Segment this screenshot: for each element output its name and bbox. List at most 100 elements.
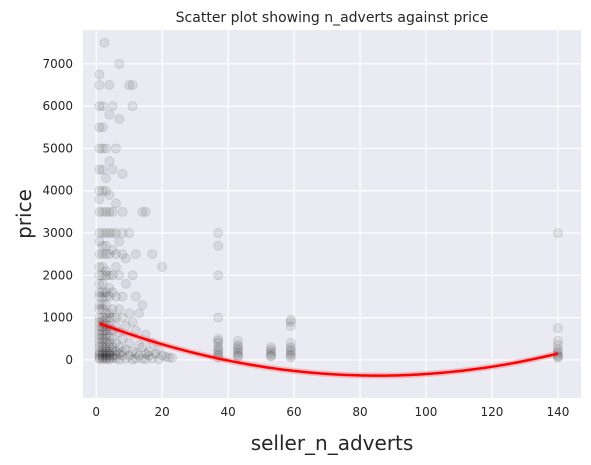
data-point [101, 266, 111, 277]
data-point [97, 329, 108, 340]
data-point [213, 338, 224, 348]
data-point [213, 346, 224, 357]
data-point [97, 206, 108, 217]
data-point [101, 329, 111, 340]
data-point [553, 352, 563, 363]
data-point [101, 173, 111, 183]
data-point [94, 270, 105, 281]
data-point [124, 338, 135, 348]
data-point [94, 291, 105, 302]
data-point [104, 308, 115, 319]
data-point [111, 353, 121, 364]
data-point [114, 113, 125, 124]
data-point [104, 228, 115, 238]
data-point [97, 300, 108, 310]
data-point [104, 350, 115, 361]
data-point [111, 338, 121, 348]
data-point [114, 348, 125, 359]
data-point [94, 185, 105, 196]
data-point [104, 206, 115, 217]
data-point [120, 353, 131, 364]
data-point [94, 101, 105, 112]
data-point [111, 249, 121, 260]
data-point [107, 312, 118, 323]
data-point [114, 58, 125, 69]
data-point [213, 240, 224, 251]
data-point [104, 291, 115, 302]
data-point [104, 80, 115, 90]
data-point [104, 312, 115, 323]
data-point [127, 270, 138, 281]
data-point [120, 344, 131, 355]
data-point [101, 342, 111, 353]
data-point [285, 348, 296, 359]
data-point [140, 348, 151, 359]
data-point [94, 228, 105, 238]
data-point [94, 354, 105, 364]
data-point [94, 236, 105, 247]
data-point [137, 300, 148, 310]
data-point [266, 342, 276, 353]
y-tick-label: 2000 [42, 268, 73, 282]
data-point [94, 69, 105, 80]
data-point [124, 308, 135, 319]
y-tick-label: 0 [65, 353, 73, 367]
data-point [94, 350, 105, 361]
data-point [233, 350, 243, 361]
data-point [285, 346, 296, 357]
data-point [233, 342, 243, 353]
data-point [127, 346, 138, 357]
data-point [120, 253, 131, 264]
data-point [107, 287, 118, 298]
data-point [107, 352, 118, 363]
scatter-points [94, 37, 563, 365]
data-point [94, 329, 105, 340]
data-point [104, 346, 115, 357]
y-tick-label: 1000 [42, 311, 73, 325]
data-point [94, 333, 105, 344]
x-tick-label: 100 [415, 405, 438, 419]
data-point [553, 335, 563, 346]
data-point [111, 291, 121, 302]
y-tick-label: 3000 [42, 226, 73, 240]
data-point [97, 164, 108, 175]
data-point [233, 344, 243, 355]
data-point [94, 278, 105, 289]
data-point [104, 338, 115, 348]
data-point [233, 346, 243, 357]
data-point [117, 291, 128, 302]
data-point [117, 168, 128, 179]
data-point [94, 287, 105, 298]
data-point [167, 352, 177, 363]
data-point [94, 348, 105, 359]
data-point [124, 80, 135, 90]
data-point [134, 350, 144, 361]
data-point [153, 344, 164, 355]
data-point [97, 342, 108, 353]
data-point [153, 354, 164, 364]
data-point [97, 287, 108, 298]
data-point [101, 350, 111, 361]
data-point [97, 240, 108, 251]
data-point [130, 348, 141, 359]
data-point [285, 342, 296, 353]
data-point [107, 342, 118, 353]
data-point [97, 338, 108, 348]
data-point [233, 340, 243, 351]
x-tick-label: 120 [481, 405, 504, 419]
data-point [101, 308, 111, 319]
data-point [130, 249, 141, 260]
fit-curve-group [98, 320, 559, 379]
data-point [104, 156, 115, 167]
data-point [97, 122, 108, 133]
data-point [97, 352, 108, 363]
data-point [94, 346, 105, 357]
data-point [117, 333, 128, 344]
data-point [101, 346, 111, 357]
data-point [147, 249, 158, 260]
data-point [101, 185, 111, 196]
data-point [97, 228, 108, 238]
data-point [285, 350, 296, 361]
data-point [130, 353, 141, 364]
